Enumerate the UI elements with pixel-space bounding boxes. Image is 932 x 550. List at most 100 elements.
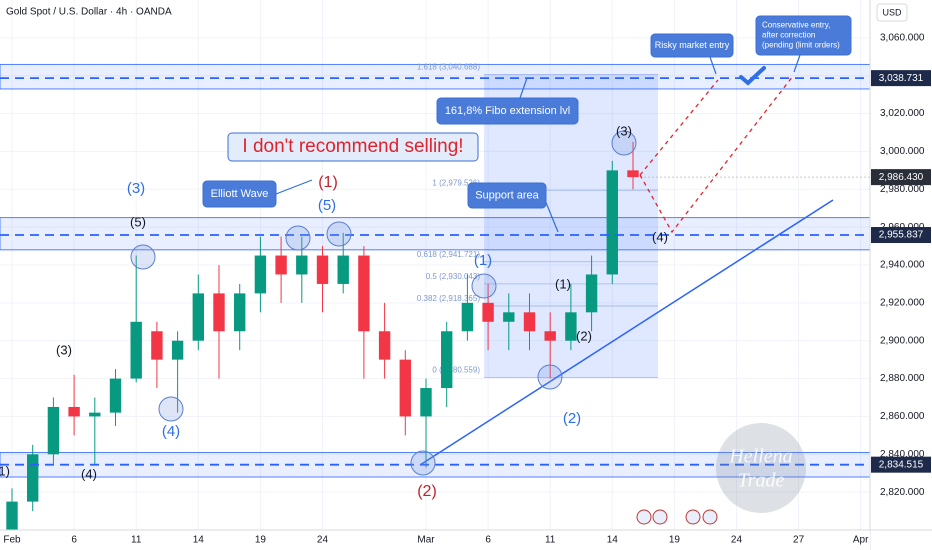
wave-label: (2) — [576, 328, 592, 343]
price-tag-label: 2,834.515 — [879, 459, 924, 470]
candle-body — [606, 170, 618, 275]
candle-body — [109, 378, 122, 413]
fib-label: 0.5 (2,930.043) — [426, 272, 481, 281]
candle-body — [6, 501, 18, 530]
zone — [0, 217, 871, 251]
wave-label: (4) — [81, 466, 97, 481]
wave-label: (3) — [616, 123, 632, 138]
marker — [130, 244, 156, 270]
callout-text: (pending (limit orders) — [762, 41, 840, 50]
fib-label: 0.382 (2,918.365) — [417, 294, 480, 303]
marker — [285, 225, 311, 251]
currency-box — [876, 3, 908, 22]
callout-text: I don't recommend selling! — [242, 136, 463, 157]
candle-body — [358, 255, 370, 332]
x-tick-label: 11 — [131, 535, 142, 546]
x-tick-label: 11 — [545, 535, 556, 546]
x-tick-label: Apr — [853, 535, 869, 546]
x-tick-label: 19 — [669, 535, 681, 546]
candle-body — [627, 170, 639, 178]
markers — [130, 130, 637, 476]
fib-label: 0.618 (2,941.721) — [417, 250, 480, 259]
callout-text: Risky market entry — [655, 40, 730, 50]
y-tick-label: 2,880.000 — [880, 373, 925, 384]
marker — [611, 130, 637, 156]
candle-body — [68, 406, 80, 417]
callout-arrow — [544, 199, 559, 233]
fib-label: 0 (2,880.559) — [432, 366, 480, 375]
x-tick-label: 6 — [71, 535, 77, 546]
y-tick-label: 2,860.000 — [880, 411, 925, 422]
wave-label: (5) — [318, 197, 336, 214]
candle-body — [27, 454, 39, 502]
callout-box — [202, 180, 277, 208]
wave-label: (3) — [56, 342, 72, 357]
price-tag-label: 2,986.430 — [879, 172, 924, 183]
x-tick-label: 24 — [731, 535, 743, 546]
y-tick-label: 3,020.000 — [880, 108, 925, 119]
candle-body — [482, 302, 494, 322]
marker — [326, 221, 352, 247]
callout-box — [650, 33, 734, 58]
callout-arrow — [275, 179, 313, 195]
zone — [0, 63, 871, 90]
marker — [471, 273, 497, 299]
fib-label: 1 (2,979.526) — [432, 178, 480, 187]
price-tag — [871, 227, 931, 244]
candle-body — [171, 340, 184, 360]
x-tick-label: 14 — [607, 535, 619, 546]
y-tick-label: 3,000.000 — [880, 146, 925, 157]
main-layer — [0, 77, 870, 534]
candle-body — [275, 255, 287, 275]
trend-line — [419, 199, 834, 466]
candle-body — [254, 255, 267, 294]
wave-label: (1) — [0, 463, 10, 478]
candle-body — [503, 312, 515, 322]
event-icons — [636, 509, 718, 525]
candle-body — [234, 293, 246, 332]
callout-arrow — [519, 77, 528, 99]
wave-label: (2) — [563, 410, 581, 427]
wave-label: (5) — [130, 214, 146, 229]
marker — [537, 364, 563, 390]
callout-arrow — [709, 56, 717, 75]
watermark-circle — [716, 423, 806, 513]
wave-label: (1) — [474, 252, 492, 269]
y-tick-label: 2,820.000 — [880, 487, 925, 498]
x-tick-label: 24 — [317, 535, 329, 546]
callout-box — [467, 182, 547, 209]
price-tag — [871, 456, 931, 473]
wave-label: (3) — [127, 180, 145, 197]
candle-body — [565, 312, 577, 341]
wave-label: (1) — [318, 174, 338, 191]
candle-body — [441, 331, 453, 389]
candle-body — [316, 255, 329, 284]
candle-body — [337, 255, 349, 284]
check-mark — [739, 66, 766, 86]
candle-body — [378, 331, 391, 360]
marker — [410, 450, 436, 476]
x-tick-label: 6 — [485, 535, 491, 546]
wave-label: (1) — [555, 276, 571, 291]
fib-label: 1.618 (3,040.688) — [417, 63, 480, 72]
watermark-text: Trade — [738, 470, 785, 492]
x-tick-label: Feb — [3, 535, 21, 546]
candle-body — [47, 406, 60, 455]
price-tag — [871, 169, 931, 186]
price-tag-label: 2,955.837 — [879, 230, 924, 241]
wave-label: (4) — [162, 423, 180, 440]
candle-body — [130, 321, 142, 379]
x-tick-label: 27 — [793, 535, 805, 546]
callout-text: 161,8% Fibo extension lvl — [445, 105, 570, 117]
candle-body — [523, 312, 536, 332]
wave-label: (4) — [652, 229, 668, 244]
chart-title: Gold Spot / U.S. Dollar · 4h · OANDA — [6, 7, 172, 18]
currency: USD — [882, 7, 902, 17]
candle-body — [544, 331, 556, 341]
candle-body — [151, 331, 163, 360]
callout-box — [755, 15, 852, 56]
event-icon — [685, 509, 701, 525]
